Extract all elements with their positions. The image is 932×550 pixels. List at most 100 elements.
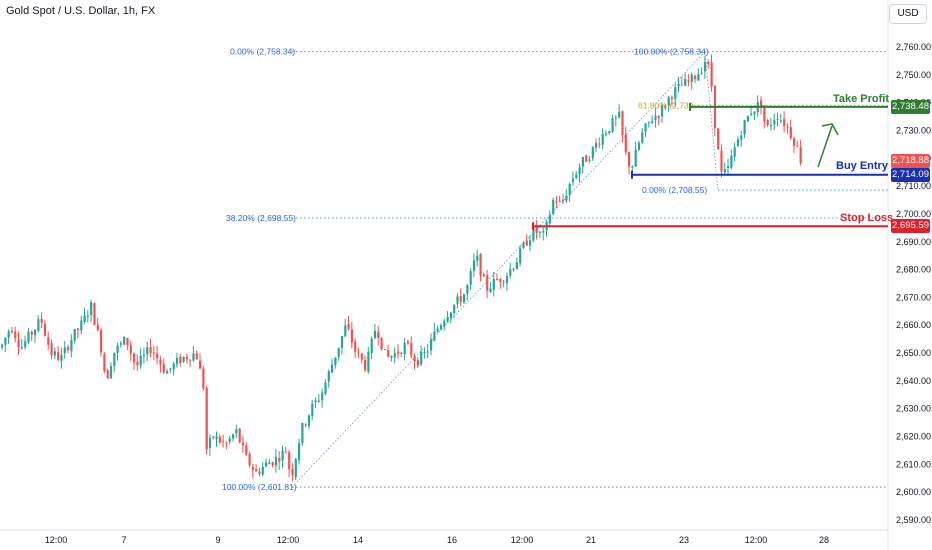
candle-body bbox=[169, 368, 172, 370]
candle-body bbox=[291, 468, 294, 476]
candle-body bbox=[489, 288, 492, 292]
candle-body bbox=[113, 352, 116, 367]
candle-body bbox=[20, 347, 23, 349]
candle-body bbox=[664, 105, 667, 107]
candle-body bbox=[614, 117, 617, 119]
candle-body bbox=[684, 78, 687, 86]
x-tick-label: 28 bbox=[819, 535, 829, 545]
time-axis: 12:00 7 9 12:00 14 16 12:00 21 23 12:00 28 bbox=[45, 535, 829, 545]
candle-body bbox=[562, 200, 565, 202]
candle-body bbox=[717, 128, 720, 150]
candle-body bbox=[106, 370, 109, 379]
fibonacci-levels: 0.00% (2,758.34) 38.20% (2,698.55) 100.00%… bbox=[222, 47, 888, 492]
candle-body bbox=[690, 74, 693, 83]
candle-body bbox=[175, 357, 179, 365]
candle-body bbox=[294, 458, 297, 478]
candle-body bbox=[321, 392, 324, 401]
candle-body bbox=[482, 274, 485, 277]
candle-body bbox=[215, 436, 218, 439]
candle-body bbox=[50, 343, 53, 356]
candle-body bbox=[241, 442, 245, 446]
candle-body bbox=[499, 278, 502, 283]
candle-body bbox=[63, 347, 66, 354]
candle-body bbox=[522, 242, 525, 248]
trade-lines bbox=[532, 102, 888, 231]
candle-body bbox=[228, 438, 231, 442]
candle-body bbox=[631, 166, 634, 168]
y-tick-label: 2,750.00 bbox=[896, 70, 931, 80]
candle-body bbox=[159, 359, 162, 365]
candle-body bbox=[575, 174, 578, 179]
candle-body bbox=[278, 458, 281, 462]
candle-body bbox=[347, 323, 350, 329]
y-tick-label: 2,670.00 bbox=[896, 292, 931, 302]
candle-body bbox=[548, 215, 551, 224]
candle-body bbox=[463, 294, 466, 303]
candle-body bbox=[558, 201, 561, 203]
candle-body bbox=[27, 331, 30, 343]
candle-body bbox=[604, 133, 608, 135]
x-tick-label: 14 bbox=[353, 535, 363, 545]
stop-loss-label: Stop Loss bbox=[840, 212, 894, 224]
candle-body bbox=[1, 344, 4, 348]
candle-body bbox=[420, 351, 423, 365]
candle-body bbox=[661, 105, 664, 117]
candle-body bbox=[703, 62, 707, 72]
candle-body bbox=[707, 61, 710, 65]
candle-body bbox=[585, 155, 588, 162]
candle-body bbox=[17, 339, 20, 347]
x-tick-label: 12:00 bbox=[745, 535, 768, 545]
candle-body bbox=[331, 364, 334, 373]
take-profit-price-tag: 2,738.48 bbox=[891, 99, 930, 114]
candle-body bbox=[720, 150, 723, 172]
y-tick-label: 2,710.00 bbox=[896, 181, 931, 191]
currency-button[interactable]: USD bbox=[889, 4, 927, 24]
candle-body bbox=[634, 149, 637, 167]
y-tick-label: 2,730.00 bbox=[896, 125, 931, 135]
candle-body bbox=[162, 364, 165, 373]
candle-body bbox=[199, 360, 202, 369]
fib-level-label: 100.00% (2,601.81) bbox=[222, 482, 297, 492]
candle-body bbox=[344, 325, 347, 337]
candle-body bbox=[337, 347, 340, 357]
candle-body bbox=[535, 226, 538, 234]
candle-body bbox=[651, 121, 654, 124]
candle-body bbox=[192, 353, 195, 361]
candle-body bbox=[439, 325, 443, 330]
candle-body bbox=[238, 428, 241, 443]
candle-body bbox=[776, 118, 779, 120]
candle-body bbox=[354, 341, 357, 352]
candle-body bbox=[298, 443, 301, 461]
candle-body bbox=[383, 349, 386, 351]
candle-body bbox=[641, 132, 644, 143]
candle-body bbox=[156, 353, 159, 359]
candle-body bbox=[532, 226, 535, 241]
candle-body bbox=[251, 466, 254, 470]
candle-body bbox=[327, 371, 330, 382]
candle-body bbox=[142, 354, 146, 356]
buy-entry-price-tag: 2,714.09 bbox=[891, 167, 930, 182]
candle-body bbox=[644, 123, 647, 132]
candle-body bbox=[24, 341, 27, 348]
candle-body bbox=[7, 331, 10, 338]
candle-body bbox=[727, 166, 730, 169]
candle-body bbox=[694, 75, 697, 80]
y-tick-label: 2,640.00 bbox=[896, 376, 931, 386]
candle-body bbox=[265, 462, 268, 467]
candle-body bbox=[47, 337, 50, 345]
candle-body bbox=[621, 111, 624, 136]
candle-body bbox=[90, 302, 93, 316]
candle-body bbox=[571, 178, 575, 183]
candle-body bbox=[284, 452, 287, 454]
candle-body bbox=[109, 366, 113, 379]
candle-body bbox=[119, 343, 122, 345]
candle-body bbox=[466, 285, 469, 294]
candle-body bbox=[57, 352, 60, 360]
candle-body bbox=[185, 356, 188, 360]
candle-body bbox=[670, 97, 674, 99]
candle-body bbox=[4, 337, 7, 345]
candle-body bbox=[152, 352, 155, 354]
y-tick-label: 2,700.00 bbox=[896, 209, 931, 219]
candle-body bbox=[697, 74, 700, 81]
